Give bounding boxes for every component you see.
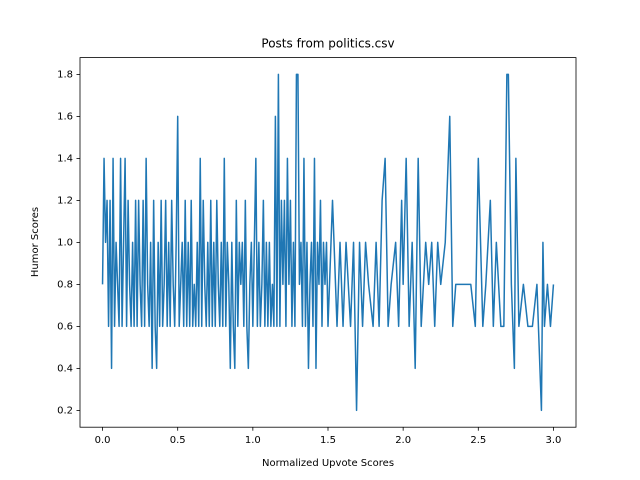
y-tick-label: 1.0 xyxy=(57,237,73,248)
x-tick-label: 2.5 xyxy=(470,435,486,446)
x-tick-label: 2.0 xyxy=(395,435,411,446)
y-tick-label: 1.6 xyxy=(57,111,73,122)
x-tick-label: 1.0 xyxy=(245,435,261,446)
x-axis-label: Normalized Upvote Scores xyxy=(262,458,394,469)
y-tick-label: 0.2 xyxy=(57,405,73,416)
x-tick-label: 3.0 xyxy=(546,435,562,446)
chart-title: Posts from politics.csv xyxy=(261,37,394,51)
y-axis-label: Humor Scores xyxy=(30,207,41,277)
y-tick-label: 0.6 xyxy=(57,321,73,332)
x-tick-label: 0.5 xyxy=(170,435,186,446)
x-tick-label: 0.0 xyxy=(95,435,111,446)
y-tick-label: 0.4 xyxy=(57,363,73,374)
x-tick-label: 1.5 xyxy=(320,435,336,446)
data-line xyxy=(101,73,555,412)
y-tick-label: 1.8 xyxy=(57,69,73,80)
y-tick-label: 1.4 xyxy=(57,153,73,164)
y-tick-label: 0.8 xyxy=(57,279,73,290)
y-tick-label: 1.2 xyxy=(57,195,73,206)
